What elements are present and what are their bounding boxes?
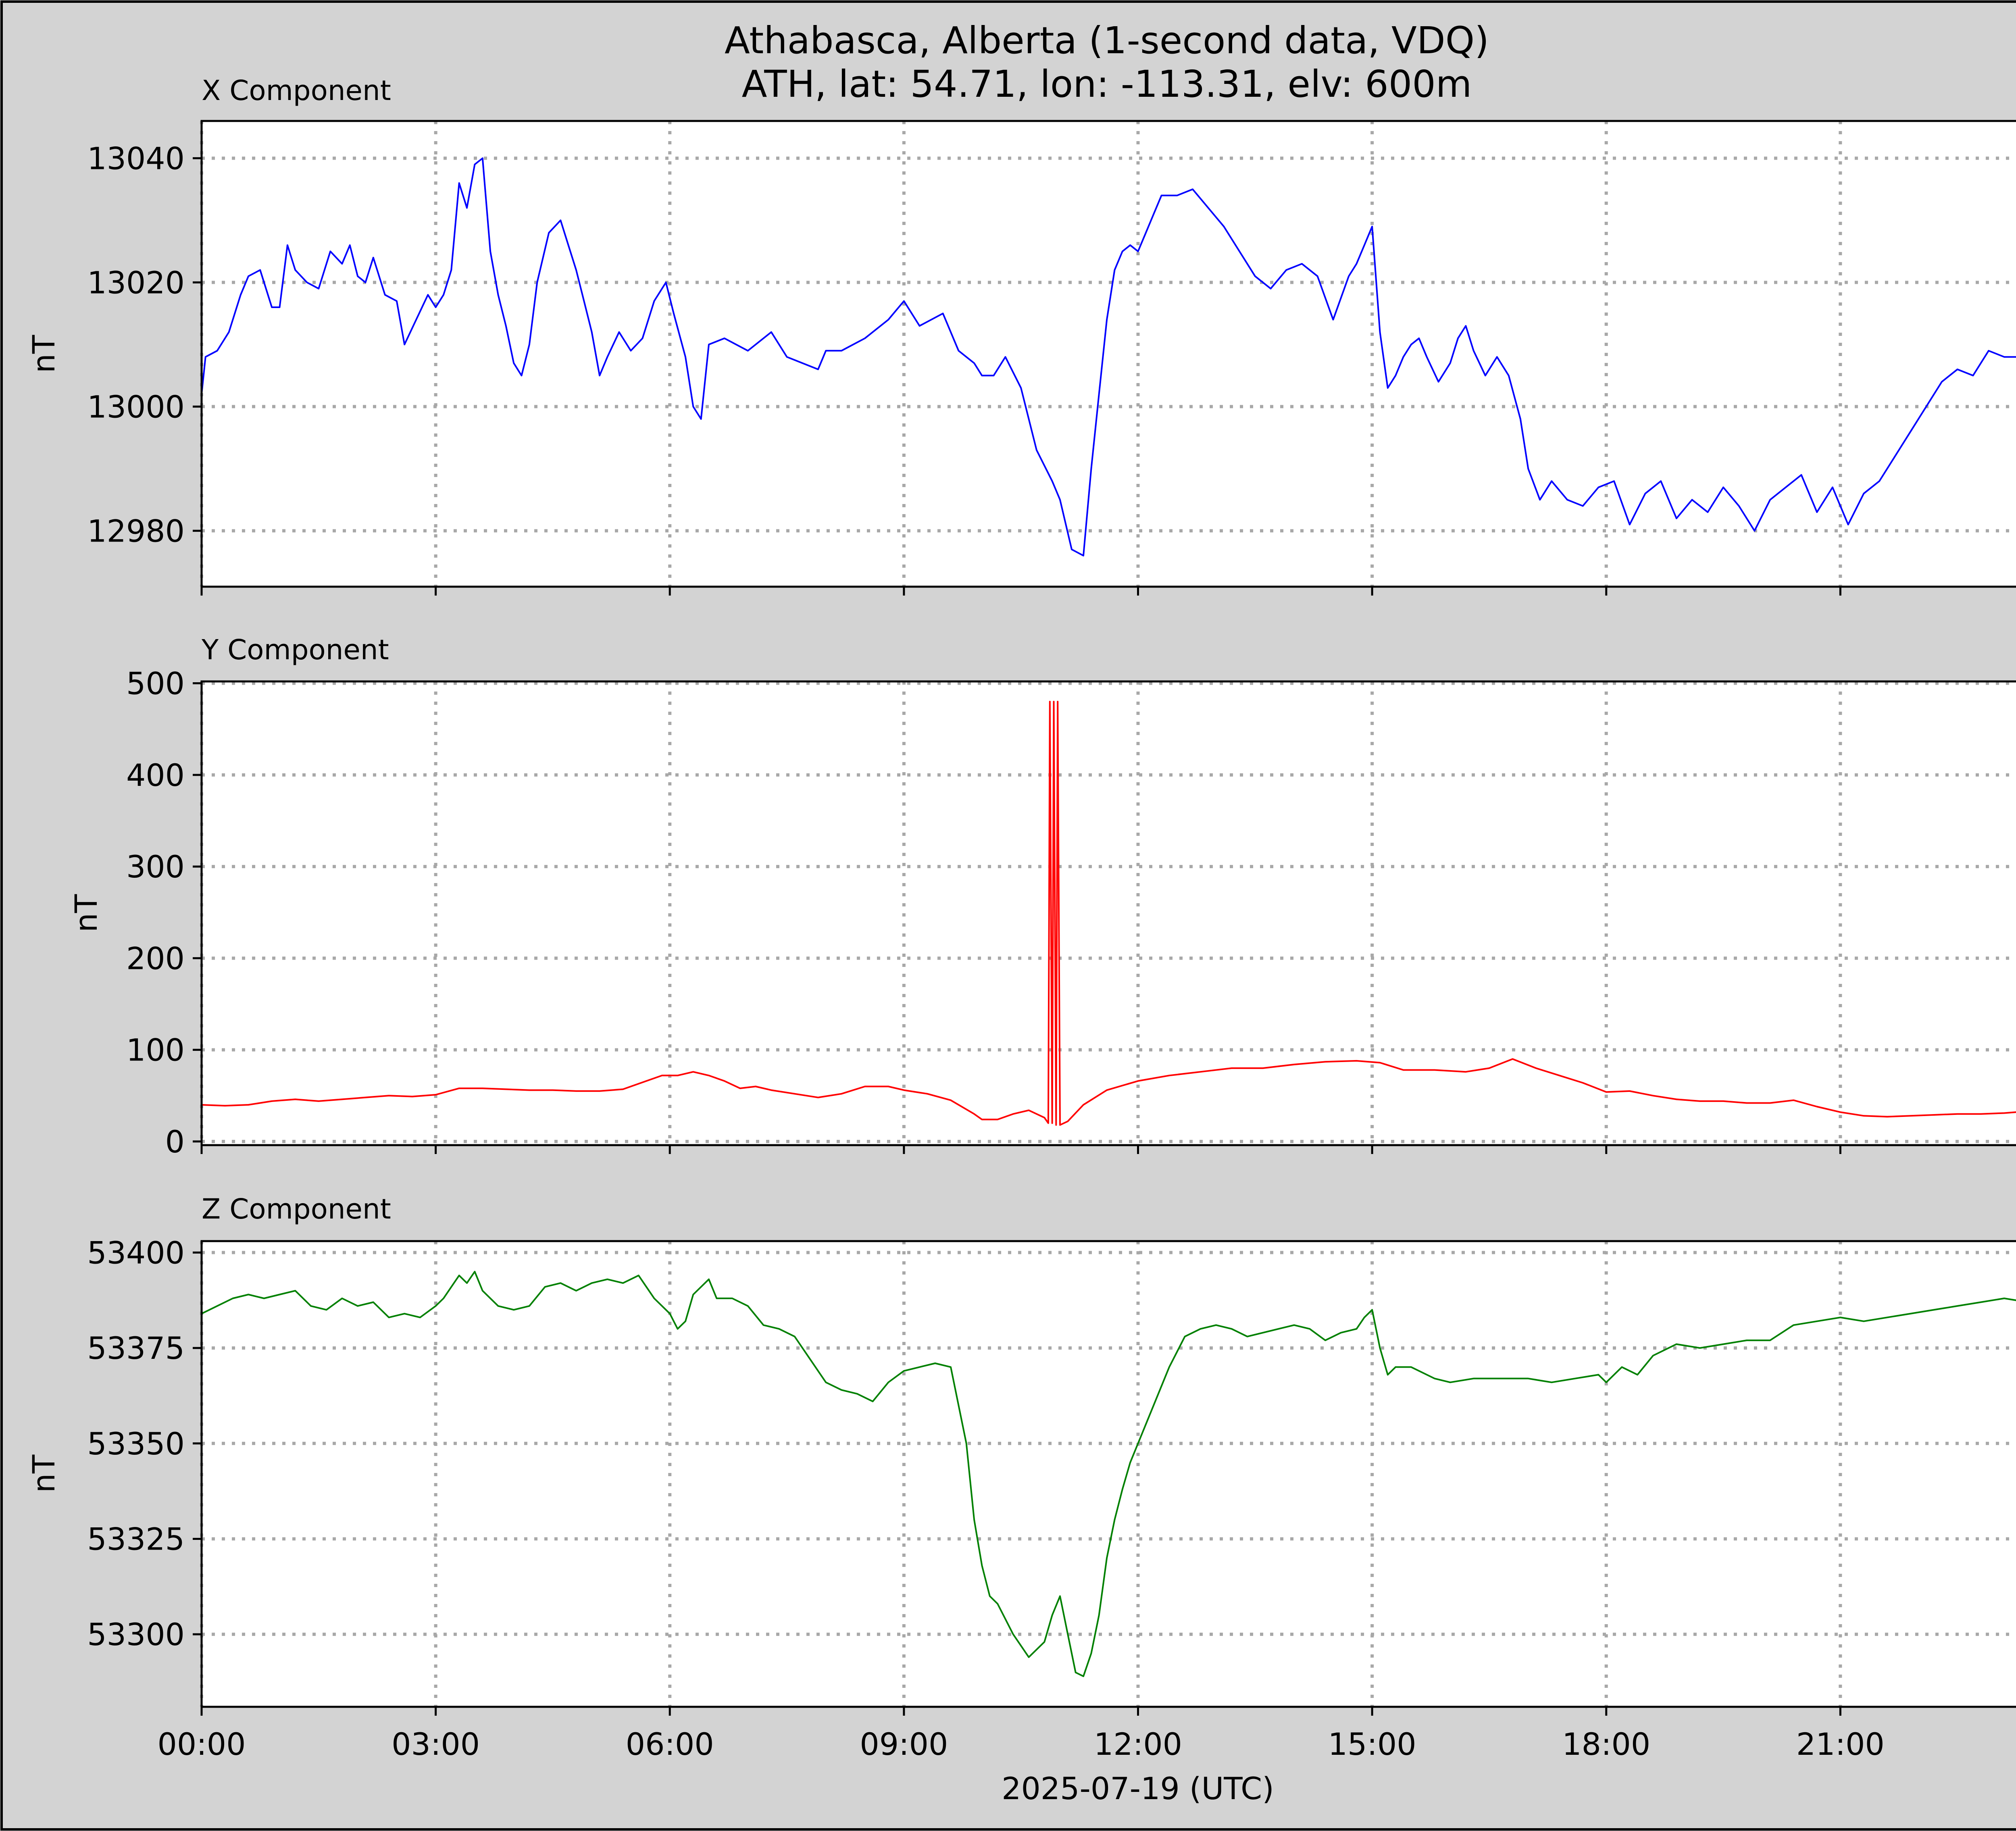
series-line-y (201, 701, 2016, 1126)
x-tick-label: 15:00 (1328, 1726, 1416, 1762)
plot-frame (200, 680, 2016, 1146)
y-tick-label: 53325 (87, 1521, 185, 1557)
panel-x-component: X Component 12980 13000 13020 13040 nT (26, 75, 2016, 596)
panel-z-component: Z Component 53300 53325 53350 53375 53400 nT (26, 1193, 2016, 1716)
series-line-z (201, 1271, 2016, 1677)
y-tick-label: 300 (126, 849, 185, 885)
figure-title-line1: Athabasca, Alberta (1-second data, VDQ) (725, 19, 1489, 62)
plot-frame (200, 120, 2016, 588)
axis-ticks: 53300 53325 53350 53375 53400 (87, 1235, 1841, 1716)
plot-area (200, 1240, 2016, 1708)
panel-title: Z Component (202, 1193, 391, 1225)
x-tick-label: 18:00 (1562, 1726, 1650, 1762)
plot-area (200, 120, 2016, 588)
x-tick-label: 03:00 (392, 1726, 480, 1762)
panel-title: Y Component (201, 634, 389, 666)
series-line-x (201, 157, 2016, 556)
y-tick-label: 53350 (87, 1426, 185, 1462)
y-tick-label: 13000 (87, 389, 185, 425)
y-tick-label: 53300 (87, 1616, 185, 1652)
y-tick-label: 13040 (87, 140, 185, 176)
x-tick-label: 09:00 (860, 1726, 948, 1762)
axis-ticks: 0 100 200 300 400 500 (126, 666, 1841, 1160)
panel-title: X Component (202, 75, 391, 107)
y-tick-label: 53375 (87, 1330, 185, 1366)
y-tick-label: 100 (126, 1032, 185, 1068)
x-tick-labels: 00:00 03:00 06:00 09:00 12:00 15:00 18:00 21:00 (157, 1726, 1884, 1762)
y-axis-label: nT (26, 335, 62, 373)
panel-y-component: Y Component 0 100 200 300 400 500 nT (68, 634, 2016, 1160)
y-tick-label: 200 (126, 940, 185, 976)
x-tick-label: 00:00 (157, 1726, 246, 1762)
figure-title-line2: ATH, lat: 54.71, lon: -113.31, elv: 600m (742, 62, 1472, 106)
x-axis-label: 2025-07-19 (UTC) (1002, 1771, 1274, 1806)
y-tick-label: 400 (126, 757, 185, 793)
y-axis-label: nT (26, 1454, 62, 1493)
plot-frame (200, 1240, 2016, 1708)
axis-ticks: 12980 13000 13020 13040 (87, 140, 1841, 596)
x-tick-label: 12:00 (1094, 1726, 1182, 1762)
plot-area (200, 680, 2016, 1146)
y-tick-label: 53400 (87, 1235, 185, 1271)
y-tick-label: 500 (126, 666, 185, 702)
x-tick-label: 06:00 (626, 1726, 714, 1762)
x-tick-label: 21:00 (1796, 1726, 1885, 1762)
y-axis-label: nT (68, 894, 104, 932)
y-tick-label: 12980 (87, 513, 185, 549)
y-tick-label: 13020 (87, 265, 185, 300)
y-tick-label: 0 (165, 1124, 185, 1160)
